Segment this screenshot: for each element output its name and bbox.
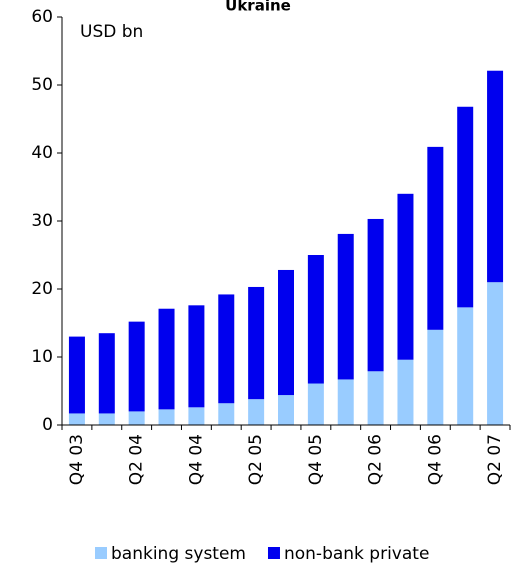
- chart-title: Ukraine: [225, 0, 291, 15]
- legend-label: non-bank private: [284, 544, 429, 564]
- bar-segment: [457, 106, 474, 308]
- bar-segment: [158, 409, 175, 425]
- y-tick-label: 10: [31, 347, 53, 367]
- bar-segment: [487, 70, 504, 283]
- bar-segment: [337, 379, 354, 425]
- bar-segment: [307, 255, 324, 384]
- bar-segment: [128, 321, 145, 412]
- x-tick-label: Q4 06: [425, 434, 445, 485]
- bar-segment: [248, 286, 265, 400]
- bar-segment: [337, 233, 354, 380]
- y-tick-label: 60: [31, 7, 53, 27]
- bar-segment: [248, 399, 265, 425]
- bar-segment: [98, 413, 115, 425]
- bar-segment: [68, 336, 85, 414]
- legend-swatch: [267, 547, 280, 559]
- bar-segment: [427, 329, 444, 425]
- y-tick-label: 0: [42, 415, 53, 435]
- legend-label: banking system: [111, 544, 246, 564]
- bar-segment: [487, 282, 504, 425]
- y-tick-label: 20: [31, 279, 53, 299]
- x-tick-label: Q2 07: [485, 434, 505, 485]
- bar-segment: [128, 411, 145, 425]
- bar-segment: [218, 294, 235, 404]
- bar-segment: [307, 383, 324, 425]
- bar-segment: [367, 371, 384, 425]
- x-tick-label: Q2 04: [127, 434, 147, 485]
- bar-segment: [188, 305, 205, 408]
- y-tick-label: 30: [31, 211, 53, 231]
- x-tick-label: Q2 06: [366, 434, 386, 485]
- bar-segment: [397, 193, 414, 360]
- bar-segment: [457, 307, 474, 425]
- bar-segment: [188, 407, 205, 425]
- x-tick-label: Q4 04: [186, 434, 206, 485]
- bar-segment: [427, 146, 444, 330]
- y-tick-label: 50: [31, 75, 53, 95]
- bar-segment: [98, 333, 115, 414]
- bar-segment: [278, 395, 294, 425]
- bar-segment: [68, 413, 85, 425]
- bar-segment: [218, 403, 235, 425]
- x-tick-label: Q2 05: [246, 434, 266, 485]
- y-tick-label: 40: [31, 143, 53, 163]
- unit-label: USD bn: [80, 22, 143, 42]
- bar-segment: [278, 269, 294, 396]
- bar-segment: [397, 359, 414, 425]
- legend-swatch: [95, 547, 107, 559]
- bar-segment: [367, 218, 384, 372]
- x-tick-label: Q4 03: [67, 434, 87, 485]
- x-tick-label: Q4 05: [306, 434, 326, 485]
- bar-segment: [158, 308, 175, 410]
